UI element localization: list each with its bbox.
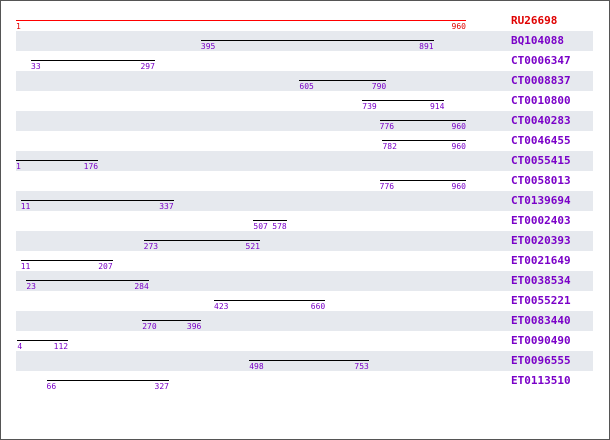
alignment-bar	[26, 280, 149, 281]
alignment-bar	[253, 220, 287, 221]
end-label: 891	[419, 42, 434, 51]
alignment-row: 273 521 ET0020393	[16, 231, 593, 251]
sequence-name: ET0038534	[511, 274, 571, 287]
end-label: 176	[83, 162, 99, 171]
sequence-name: ET0083440	[511, 314, 571, 327]
alignment-row: 11 207 ET0021649	[16, 251, 593, 271]
alignment-row: 1 176 CT0055415	[16, 151, 593, 171]
alignment-bar	[46, 380, 169, 381]
end-label: 207	[98, 262, 113, 271]
sequence-name: ET0055221	[511, 294, 571, 307]
alignment-row: 507 578 ET0002403	[16, 211, 593, 231]
start-label: 423	[214, 302, 229, 311]
alignment-bar	[20, 260, 113, 261]
start-label: 66	[46, 382, 57, 391]
alignment-row: 776 960 CT0040283	[16, 111, 593, 131]
start-label: 4	[17, 342, 23, 351]
end-label: 284	[134, 282, 149, 291]
start-label: 1	[16, 162, 21, 171]
alignment-row: 66 327 ET0113510	[16, 371, 593, 391]
sequence-name: CT0046455	[511, 134, 571, 147]
end-label: 960	[451, 142, 466, 151]
end-label: 396	[186, 322, 202, 331]
end-label: 960	[451, 122, 466, 131]
start-label: 270	[142, 322, 157, 331]
start-label: 739	[362, 102, 377, 111]
alignment-row: 395 891 BQ104088	[16, 31, 593, 51]
alignment-bar	[382, 140, 466, 141]
start-label: 395	[200, 42, 216, 51]
end-label: 914	[429, 102, 445, 111]
start-label: 776	[379, 122, 395, 131]
start-label: 23	[26, 282, 36, 291]
start-label: 11	[20, 262, 31, 271]
alignment-bar	[31, 60, 155, 61]
reference-row: 1 960 RU26698	[16, 11, 593, 31]
sequence-name: CT0008837	[511, 74, 571, 87]
end-label: 521	[245, 242, 260, 251]
alignment-row: 498 753 ET0096555	[16, 351, 593, 371]
end-label: 960	[451, 182, 466, 191]
sequence-name: ET0020393	[511, 234, 571, 247]
sequence-name: ET0021649	[511, 254, 571, 267]
sequence-name: ET0090490	[511, 334, 571, 347]
alignment-bar	[143, 240, 260, 241]
end-label: 660	[310, 302, 326, 311]
sequence-name: CT0010800	[511, 94, 571, 107]
end-label: 112	[53, 342, 69, 351]
sequence-name: CT0139694	[511, 194, 571, 207]
start-label: 605	[299, 82, 314, 91]
alignment-bar	[379, 180, 466, 181]
end-label: 297	[140, 62, 155, 71]
start-label: 782	[382, 142, 397, 151]
sequence-name: CT0058013	[511, 174, 571, 187]
alignment-row: 605 790 CT0008837	[16, 71, 593, 91]
end-label: 753	[354, 362, 369, 371]
start-label: 11	[20, 202, 31, 211]
alignment-bar	[142, 320, 202, 321]
sequence-name: ET0002403	[511, 214, 571, 227]
alignment-bar	[299, 80, 387, 81]
alignment-bar	[362, 100, 445, 101]
end-label: 960	[451, 22, 466, 31]
sequence-name: ET0113510	[511, 374, 571, 387]
alignment-row: 11 337 CT0139694	[16, 191, 593, 211]
sequence-name: BQ104088	[511, 34, 564, 47]
end-label: 578	[272, 222, 287, 231]
alignment-row: 739 914 CT0010800	[16, 91, 593, 111]
alignment-row: 423 660 ET0055221	[16, 291, 593, 311]
start-label: 507	[253, 222, 268, 231]
sequence-name: CT0055415	[511, 154, 571, 167]
start-label: 1	[16, 22, 21, 31]
alignment-bar	[17, 340, 69, 341]
sequence-name: ET0096555	[511, 354, 571, 367]
alignment-bar	[200, 40, 434, 41]
alignment-bar	[249, 360, 369, 361]
reference-bar	[16, 20, 466, 21]
alignment-row: 4 112 ET0090490	[16, 331, 593, 351]
alignment-bar	[379, 120, 466, 121]
alignment-bar	[20, 200, 174, 201]
end-label: 790	[371, 82, 387, 91]
start-label: 33	[31, 62, 41, 71]
start-label: 498	[249, 362, 264, 371]
start-label: 776	[379, 182, 395, 191]
sequence-name: CT0006347	[511, 54, 571, 67]
alignment-bar	[16, 160, 99, 161]
end-label: 337	[159, 202, 174, 211]
alignment-bar	[214, 300, 326, 301]
alignment-row: 270 396 ET0083440	[16, 311, 593, 331]
alignment-row: 33 297 CT0006347	[16, 51, 593, 71]
start-label: 273	[143, 242, 159, 251]
end-label: 327	[154, 382, 169, 391]
alignment-row: 776 960 CT0058013	[16, 171, 593, 191]
alignment-row: 782 960 CT0046455	[16, 131, 593, 151]
reference-name: RU26698	[511, 14, 558, 27]
sequence-name: CT0040283	[511, 114, 571, 127]
alignment-row: 23 284 ET0038534	[16, 271, 593, 291]
